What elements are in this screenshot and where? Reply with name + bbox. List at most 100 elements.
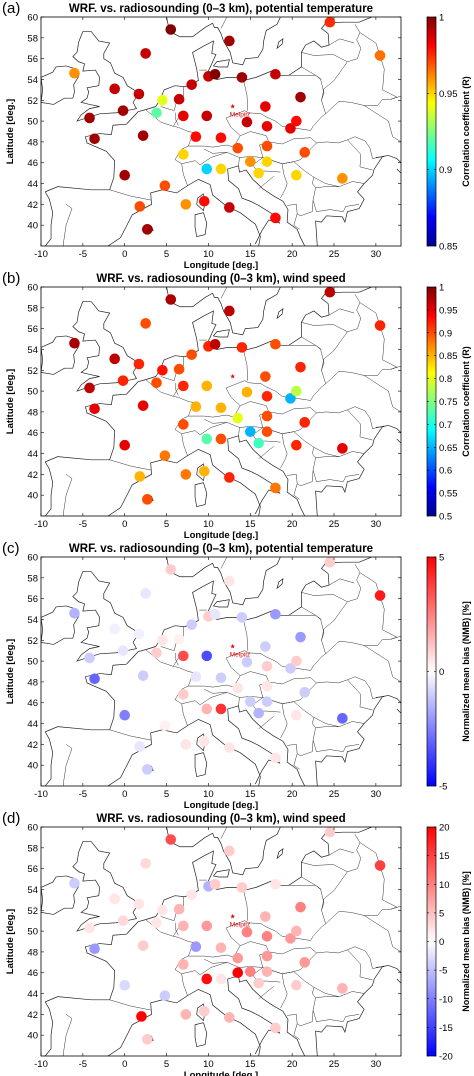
city-star-icon: ★ (230, 912, 236, 920)
station-marker (165, 564, 177, 575)
station-marker (142, 224, 153, 235)
station-marker (119, 709, 131, 721)
y-tick-label: 40 (27, 761, 38, 772)
x-tick-label: -10 (34, 519, 48, 530)
y-tick-label: 48 (27, 677, 38, 688)
y-tick-label: 42 (27, 470, 38, 481)
station-marker (109, 893, 120, 905)
station-marker (261, 950, 273, 962)
y-tick-label: 42 (27, 200, 38, 211)
x-tick-label: 20 (287, 789, 298, 800)
map-area (41, 557, 401, 786)
station-marker (69, 607, 80, 619)
station-marker (261, 696, 273, 707)
y-tick-label: 48 (27, 407, 38, 418)
station-marker (337, 173, 348, 184)
station-marker (201, 920, 213, 932)
x-tick-label: -5 (79, 1059, 87, 1070)
x-tick-label: 25 (329, 789, 340, 800)
y-axis-label: Latitude [deg.] (5, 369, 16, 434)
station-marker (159, 450, 171, 461)
station-marker (109, 83, 120, 95)
station-marker (198, 195, 210, 207)
y-tick-label: 40 (27, 1031, 38, 1042)
station-marker (165, 24, 177, 35)
station-marker (260, 371, 271, 382)
station-marker (253, 977, 264, 989)
station-marker (178, 959, 189, 970)
station-marker (165, 294, 177, 305)
station-marker (236, 342, 248, 353)
x-tick-label: 20 (287, 1059, 298, 1070)
station-marker (285, 663, 296, 674)
station-marker (261, 966, 273, 977)
station-marker (374, 50, 386, 61)
station-marker (69, 67, 80, 79)
panel-letter: (b) (2, 270, 20, 287)
x-tick-label: -10 (34, 1059, 48, 1070)
station-marker (159, 180, 171, 191)
x-tick-label: 15 (245, 519, 256, 530)
station-marker (109, 353, 120, 365)
y-tick-label: 54 (27, 885, 38, 896)
station-marker (270, 752, 281, 764)
station-marker (69, 337, 80, 349)
colorbar: 0.5 0.55 0.6 0.65 0.7 0.75 0.8 0.85 0.9 0.95 1 Corr… (426, 283, 471, 523)
station-marker (119, 439, 131, 451)
x-tick-label: 20 (287, 249, 298, 260)
station-marker (173, 633, 185, 645)
station-marker (142, 764, 153, 775)
y-tick-label: 46 (27, 428, 38, 439)
y-tick-label: 58 (27, 573, 38, 584)
station-marker (180, 199, 192, 210)
colorbar: 0.85 0.9 0.95 1 Correlation coefficient (R) (426, 13, 471, 253)
x-tick-label: 5 (164, 789, 169, 800)
x-axis-label: Longitude [deg.] (184, 800, 258, 811)
station-marker (291, 979, 302, 991)
x-tick-label: -10 (34, 789, 48, 800)
station-marker (209, 608, 221, 620)
colorbar-tick-label: 0.9 (439, 328, 452, 339)
station-marker (173, 903, 185, 915)
station-marker (142, 1034, 153, 1045)
y-tick-label: 60 (27, 823, 38, 834)
station-marker (137, 670, 149, 681)
station-marker (241, 386, 253, 398)
city-label: Melpitz (230, 111, 251, 118)
city-label: Melpitz (230, 651, 251, 658)
station-marker (165, 834, 177, 845)
station-marker (173, 363, 185, 375)
station-marker (151, 647, 162, 659)
station-marker (84, 382, 95, 394)
station-marker (337, 713, 348, 724)
x-tick-label: 10 (203, 789, 214, 800)
y-tick-label: 44 (27, 179, 38, 190)
x-axis-label: Longitude [deg.] (184, 530, 258, 541)
station-marker (140, 48, 151, 59)
station-marker (261, 390, 273, 402)
station-marker (190, 401, 202, 413)
station-marker (159, 990, 171, 1001)
colorbar-tick-label: 0.6 (439, 466, 452, 477)
station-marker (186, 619, 197, 630)
x-tick-label: 15 (245, 789, 256, 800)
station-marker (374, 860, 386, 871)
station-marker (270, 338, 281, 350)
x-tick-label: 5 (164, 1059, 169, 1070)
panel-letter: (a) (2, 0, 20, 17)
x-tick-label: 30 (371, 789, 382, 800)
y-tick-label: 44 (27, 449, 38, 460)
station-marker (224, 202, 235, 213)
station-marker (190, 941, 202, 953)
station-marker (291, 169, 302, 181)
station-marker (270, 878, 281, 890)
station-marker (201, 650, 213, 662)
station-marker (260, 641, 271, 652)
x-tick-label: -5 (79, 519, 87, 530)
station-marker (119, 169, 131, 181)
station-marker (224, 575, 235, 587)
y-tick-label: 50 (27, 927, 38, 938)
station-marker (253, 437, 264, 449)
colorbar-label: Normalized mean bias (NMB) [%] (461, 871, 471, 1012)
